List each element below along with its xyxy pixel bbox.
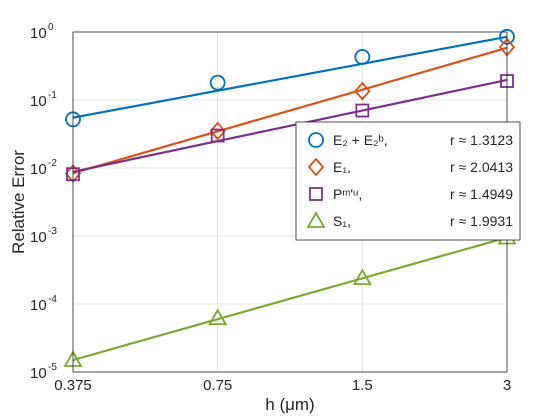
fit-line-triangle (72, 236, 508, 362)
legend-series-name: Pᵐ'ᵘ, (333, 186, 362, 202)
data-point-diamond (209, 121, 226, 141)
legend: E₂ + E₂ᵇ, r ≈ 1.3123 E₁, r ≈ 2.0413 Pᵐ'ᵘ, r ≈… (295, 121, 521, 241)
legend-rate: r ≈ 2.0413 (450, 159, 513, 175)
fit-line-diamond (72, 46, 508, 175)
data-point-square (210, 128, 225, 143)
legend-marker-diamond (307, 157, 325, 177)
x-tick-label: 0.375 (54, 377, 92, 394)
data-point-diamond (354, 81, 371, 101)
y-tick-exponent: 0 (48, 22, 54, 33)
legend-series-name: E₂ + E₂ᵇ, (333, 132, 388, 148)
legend-entry: S₁, r ≈ 1.9931 (306, 211, 513, 229)
y-tick-base: 10 (30, 25, 47, 42)
y-axis-label: Relative Error (9, 150, 28, 254)
legend-marker-square (309, 187, 323, 201)
legend-rate: r ≈ 1.3123 (450, 132, 513, 148)
y-tick-label: 10 -3 (30, 226, 57, 246)
x-tick-label: 0.75 (203, 377, 232, 394)
y-tick-base: 10 (30, 229, 47, 246)
legend-box (295, 121, 521, 241)
y-tick-label: 10 -2 (30, 158, 57, 178)
data-point-circle (209, 74, 226, 91)
y-tick-exponent: -5 (48, 362, 57, 373)
x-tick-label: 1.5 (352, 377, 373, 394)
legend-entry: E₁, r ≈ 2.0413 (307, 157, 513, 177)
legend-marker-triangle (306, 211, 326, 228)
legend-entry: Pᵐ'ᵘ, r ≈ 1.4949 (309, 186, 513, 202)
y-tick-exponent: -4 (48, 294, 57, 305)
legend-rate: r ≈ 1.4949 (450, 186, 513, 202)
y-tick-exponent: -2 (48, 158, 57, 169)
y-tick-label: 10 0 (30, 22, 54, 42)
legend-rate: r ≈ 1.9931 (450, 213, 513, 229)
legend-series-name: S₁, (333, 213, 351, 229)
y-tick-label: 10 -4 (30, 294, 57, 314)
fit-line-square (72, 78, 508, 173)
y-tick-base: 10 (30, 161, 47, 178)
data-point-triangle (208, 308, 228, 326)
legend-marker-circle (308, 132, 324, 148)
legend-entry: E₂ + E₂ᵇ, r ≈ 1.3123 (308, 132, 513, 148)
legend-series-name: E₁, (333, 159, 351, 175)
x-axis-label: h (μm) (265, 395, 314, 414)
y-tick-label: 10 -1 (30, 90, 57, 110)
data-point-triangle (352, 268, 372, 286)
x-tick-labels: 0.375 0.75 1.5 3 (54, 377, 511, 394)
y-tick-base: 10 (30, 365, 47, 382)
data-point-square (355, 103, 370, 118)
y-tick-base: 10 (30, 93, 47, 110)
y-tick-exponent: -3 (48, 226, 57, 237)
data-point-circle (354, 49, 371, 65)
y-tick-base: 10 (30, 297, 47, 314)
x-tick-label: 3 (503, 377, 511, 394)
fit-line-circle (72, 35, 508, 119)
fit-lines (72, 35, 508, 362)
y-tick-exponent: -1 (48, 90, 57, 101)
y-tick-label: 10 -5 (30, 362, 57, 382)
